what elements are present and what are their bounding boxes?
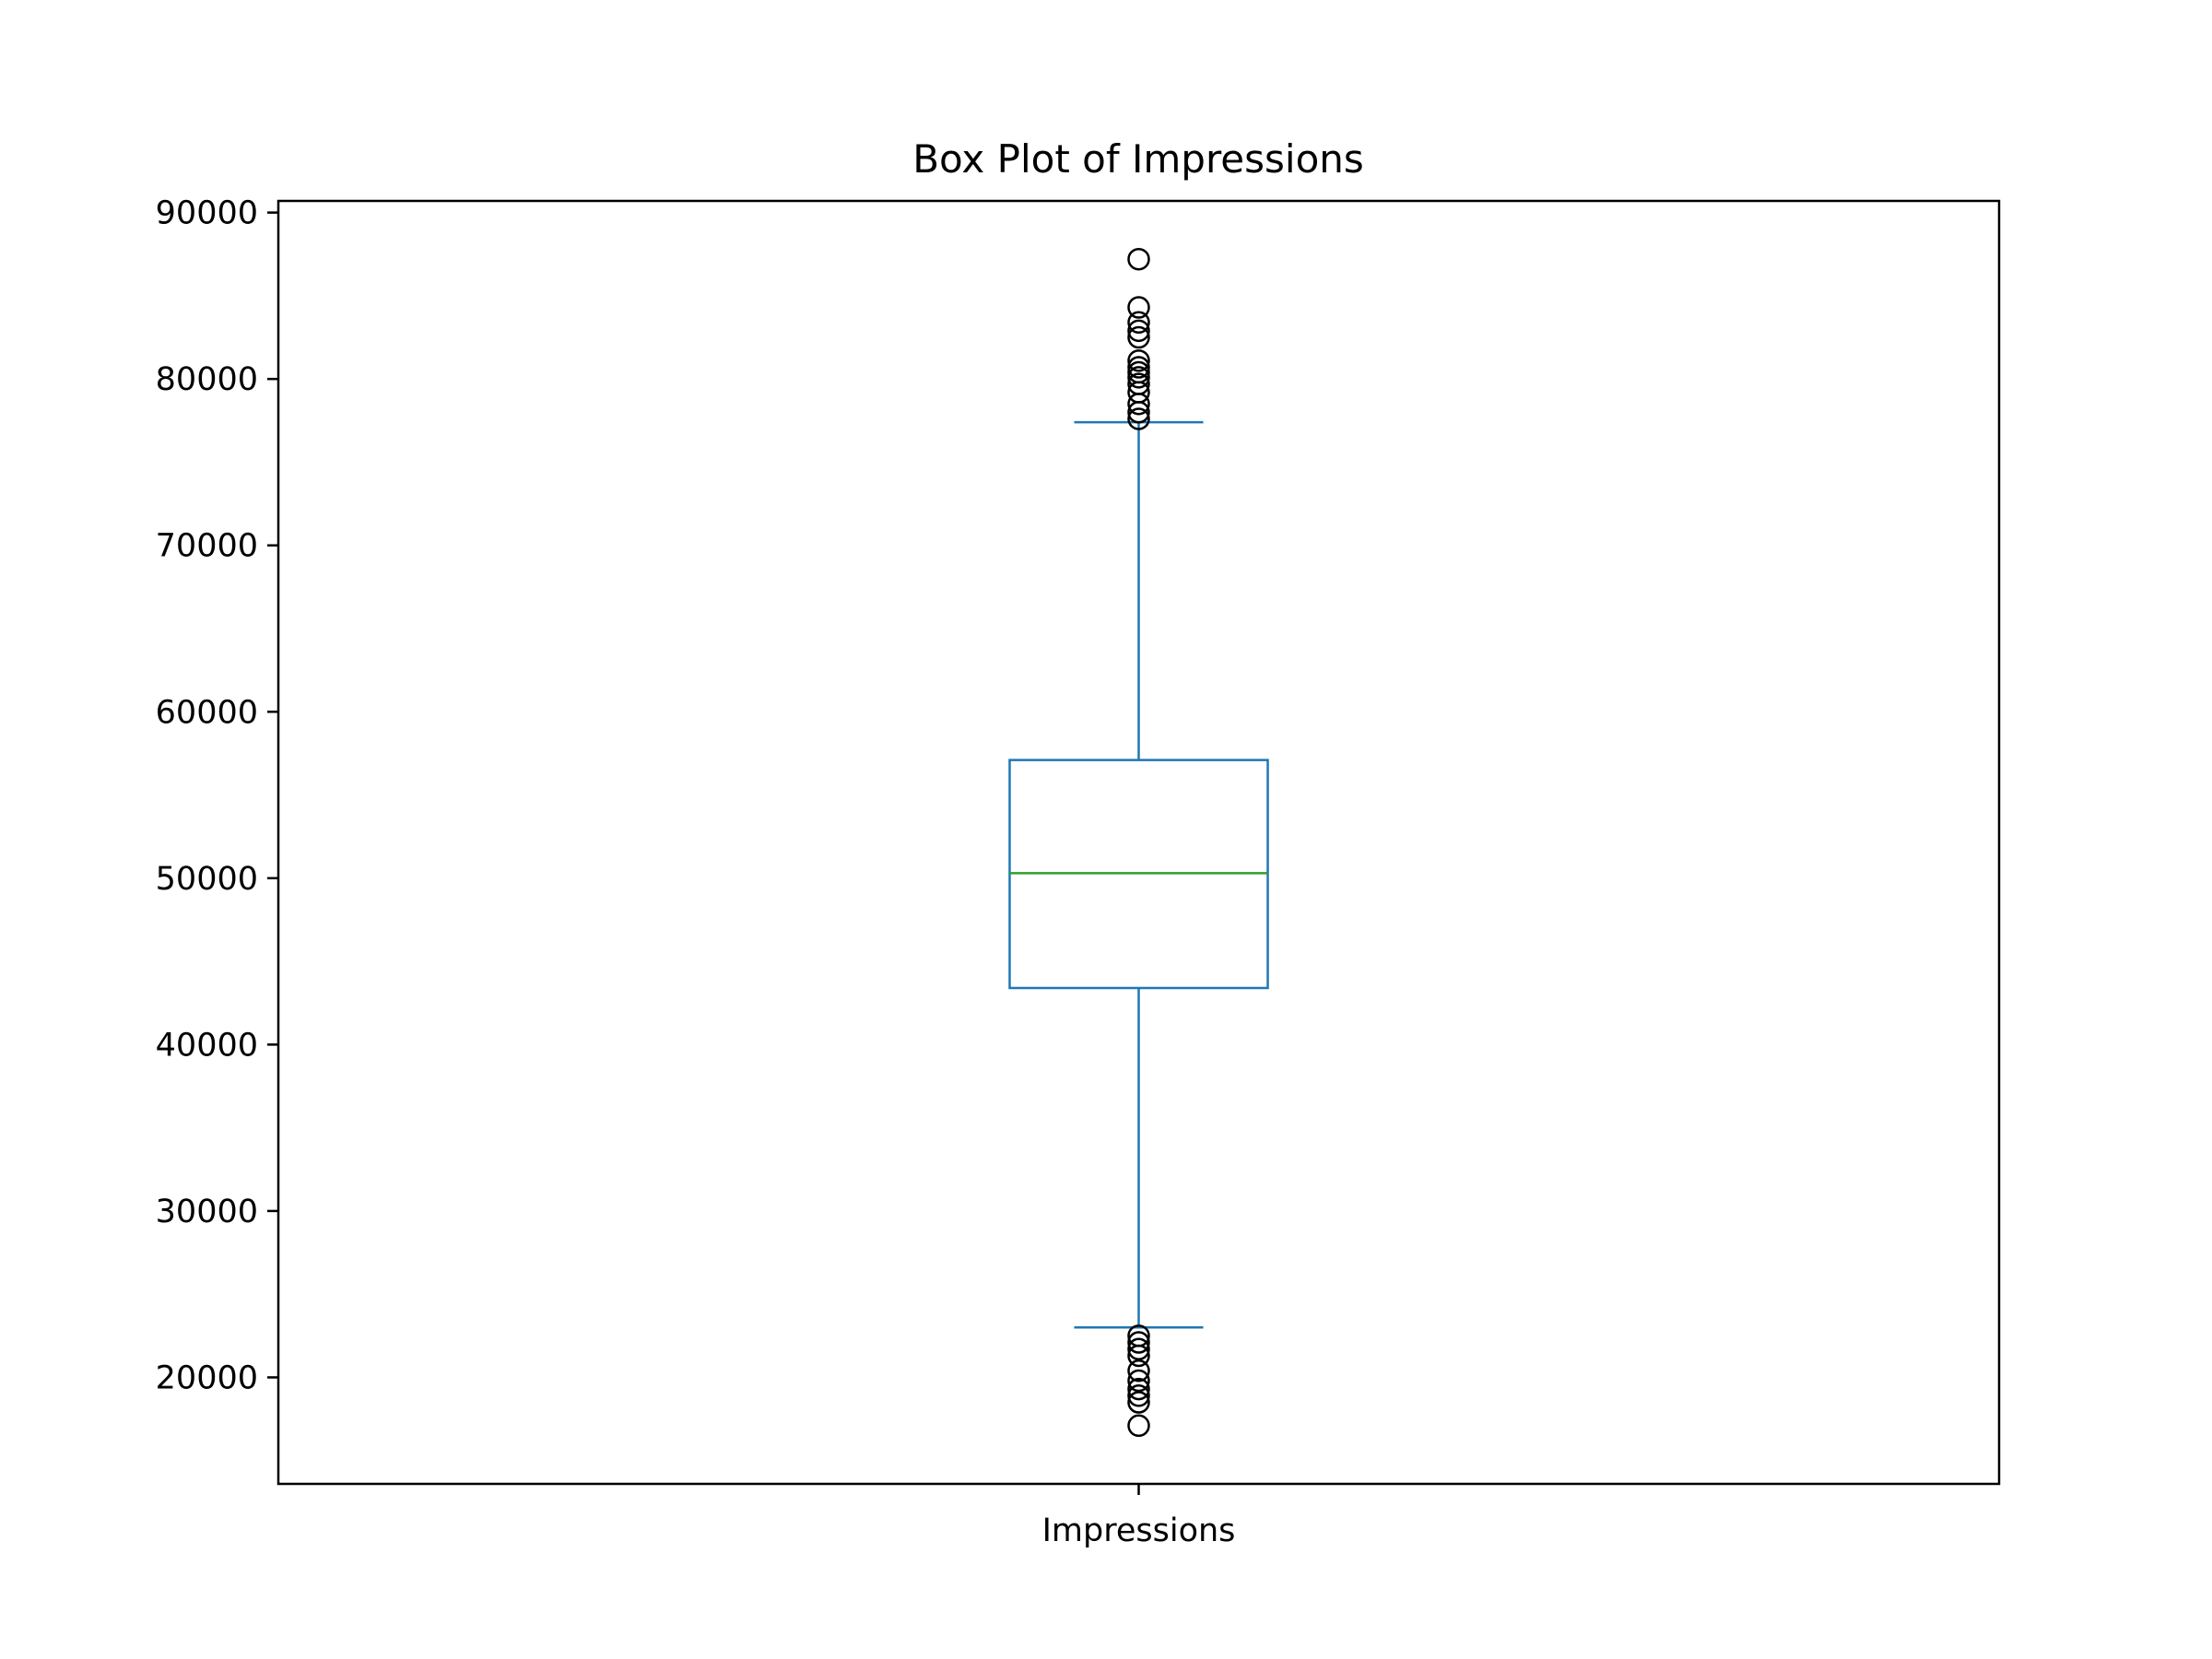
outlier-point [1127,393,1150,416]
outlier-point [1127,1384,1150,1407]
outlier-point [1127,349,1150,372]
y-tick-label: 40000 [156,1027,258,1064]
y-tick-label: 60000 [156,694,258,731]
outlier-point [1127,366,1150,389]
chart-title: Box Plot of Impressions [912,136,1364,182]
outlier-point [1127,1391,1150,1414]
outlier-point [1127,247,1150,271]
outlier-point [1127,356,1150,379]
x-tick-label: Impressions [1042,1512,1236,1549]
x-axis: Impressions [1042,1484,1236,1549]
outlier-point [1127,401,1150,424]
y-tick-label: 30000 [156,1194,258,1230]
outlier-point [1127,1331,1150,1354]
outlier-point [1127,360,1150,384]
y-tick-label: 90000 [156,195,258,232]
y-axis: 20000 30000 40000 50000 60000 70000 80000 90000 [156,195,278,1396]
outlier-point [1127,319,1150,343]
y-tick-label: 70000 [156,528,258,565]
outlier-point [1127,1369,1150,1393]
outlier-point [1127,296,1150,319]
y-tick-label: 80000 [156,361,258,398]
outlier-point [1127,1337,1150,1361]
outlier-point [1127,1344,1150,1368]
box-group [1008,247,1269,1438]
outlier-point [1127,407,1150,430]
outlier-point [1127,1359,1150,1382]
outlier-point [1127,1377,1150,1401]
outlier-point [1127,1414,1150,1438]
outlier-point [1127,311,1150,335]
y-tick-label: 20000 [156,1359,258,1396]
y-tick-label: 50000 [156,861,258,898]
outlier-point [1127,325,1150,349]
plot-frame [276,199,2001,1486]
